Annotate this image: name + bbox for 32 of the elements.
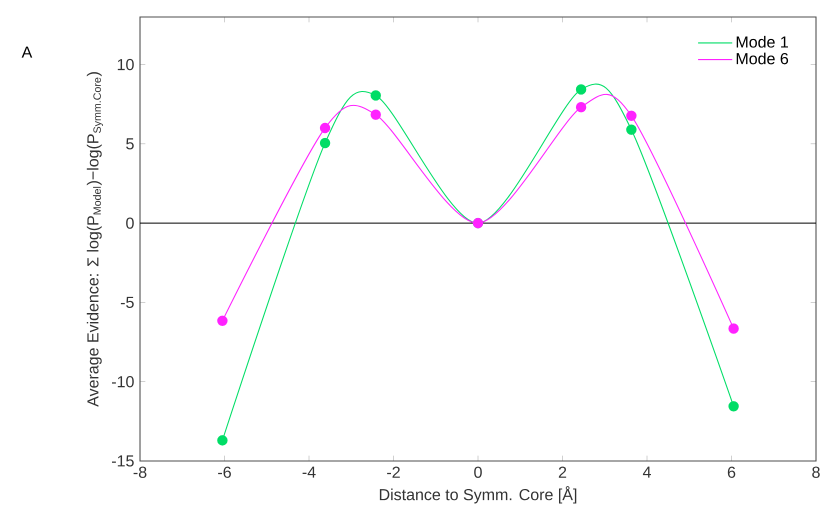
x-tick-label: -4 <box>302 466 316 478</box>
x-tick-label: 2 <box>558 466 566 478</box>
point <box>626 124 637 135</box>
x-tick-label: 4 <box>642 466 651 478</box>
text: A <box>22 46 32 58</box>
x-axis-title: Distance to Symm. Core [Å] <box>380 486 576 504</box>
point <box>728 323 739 334</box>
point <box>728 401 739 412</box>
point <box>576 102 586 112</box>
y-tick-label: -10 <box>112 376 134 388</box>
x-tick-label: 8 <box>812 466 820 478</box>
legend-label: Mode 1 <box>736 36 788 48</box>
point <box>626 110 637 121</box>
point <box>217 316 228 326</box>
y-tick-label: 5 <box>126 138 134 150</box>
y-tick-label: -15 <box>112 455 134 467</box>
point <box>320 122 330 134</box>
x-tick-label: -8 <box>134 466 146 478</box>
legend-label: Mode 6 <box>736 52 788 64</box>
point <box>320 138 330 148</box>
x-tick-label: -2 <box>387 466 400 478</box>
x-tick-label: -6 <box>218 466 231 478</box>
y-tick-label: 10 <box>118 58 134 70</box>
point <box>576 84 586 95</box>
y-tick-label: 0 <box>126 217 134 229</box>
point <box>370 109 381 120</box>
x-tick-label: 6 <box>728 466 736 478</box>
point <box>217 435 228 446</box>
y-tick-label: -5 <box>120 296 134 308</box>
y-axis-title: Average Evidence: Σ log(P$_{Model}$)−log(P$_{Symm.Core}$) <box>86 72 104 407</box>
point <box>370 90 381 101</box>
x-tick-label: 0 <box>474 466 482 478</box>
